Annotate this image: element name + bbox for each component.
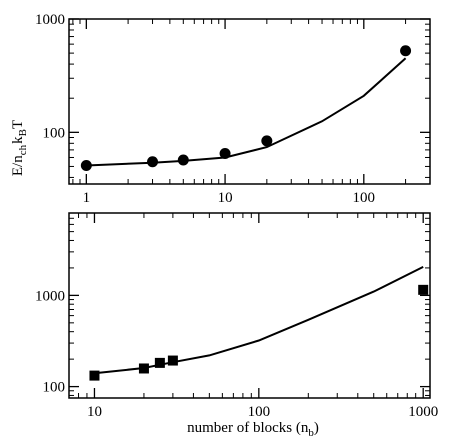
x-axis-label: number of blocks (nb) [187,420,319,438]
x-tick-label: 100 [248,404,271,420]
x-tick-label: 1 [83,190,91,206]
data-point-circle [261,135,273,147]
plot-frame [68,18,431,185]
fit-curve [86,57,407,167]
x-tick-label: 100 [353,190,376,206]
data-point-square [167,355,178,366]
data-point-square [89,370,100,381]
shared-y-axis-label: E/nchkBT [10,120,29,176]
plot-frame [68,212,431,399]
y-tick-label: 1000 [35,12,65,28]
data-point-circle [400,45,412,57]
top-panel: 1 10 100 100 1000 [35,12,431,206]
data-point-square [418,284,429,295]
fit-curve [94,266,424,375]
y-tick-label: 100 [43,125,66,141]
x-tick-label: 1000 [408,404,438,420]
data-point-square [154,357,165,368]
bottom-panel: 10 100 1000 100 1000 [35,212,438,420]
x-tick-label: 10 [87,404,102,420]
x-tick-label: 10 [218,190,233,206]
y-tick-label: 100 [43,380,66,396]
y-tick-label: 1000 [35,288,65,304]
